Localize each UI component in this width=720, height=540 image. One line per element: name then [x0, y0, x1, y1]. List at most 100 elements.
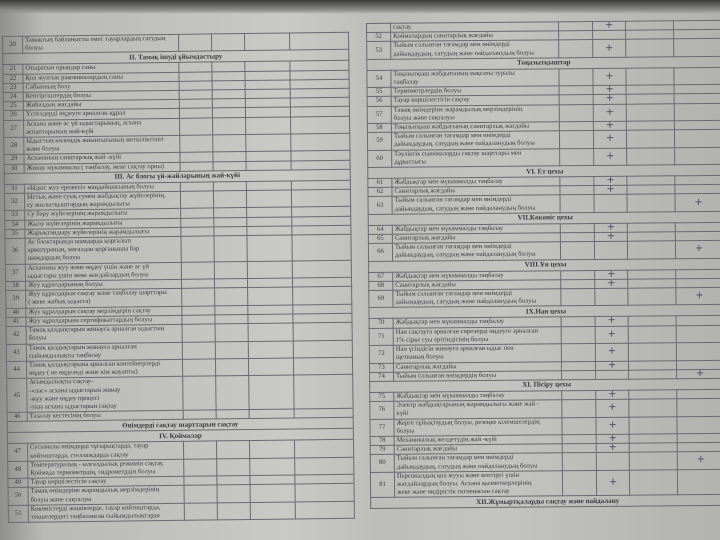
empty-cell [180, 217, 214, 228]
item-number: 79 [370, 445, 395, 455]
item-number: 28 [3, 137, 24, 155]
item-number [366, 23, 391, 33]
empty-cell [629, 442, 678, 453]
empty-cell [215, 323, 249, 342]
item-number: 50 [8, 487, 29, 506]
item-text: Тамақ қалдықтарын жинауға арналған ыдыст… [26, 324, 183, 344]
empty-cell [559, 148, 594, 166]
empty-cell [211, 71, 246, 81]
empty-cell [183, 476, 218, 486]
plus-mark-icon: + [675, 193, 720, 212]
item-text: Нан үгіндісін жинауға арналған ыдыс пен … [393, 343, 562, 363]
empty-cell [212, 134, 246, 153]
item-number: 35 [4, 229, 25, 239]
empty-cell [182, 341, 216, 360]
plus-mark-icon: + [595, 416, 630, 435]
item-number: 70 [369, 318, 394, 329]
empty-cell [249, 457, 295, 476]
empty-cell [560, 194, 595, 213]
empty-cell [628, 316, 677, 326]
empty-cell [216, 440, 250, 459]
plus-mark-icon: + [593, 121, 627, 131]
plus-mark-icon: + [592, 68, 627, 86]
item-number: 27 [3, 119, 24, 138]
item-number: 24 [3, 92, 24, 102]
empty-cell [627, 241, 676, 259]
empty-cell [216, 458, 250, 477]
plus-mark-icon: + [596, 434, 630, 444]
empty-cell [626, 185, 676, 195]
empty-cell [626, 85, 675, 95]
empty-cell [180, 161, 214, 172]
empty-cell [179, 99, 213, 109]
item-number: 31 [4, 184, 25, 194]
empty-cell [214, 261, 248, 280]
empty-cell [182, 324, 216, 342]
empty-cell [674, 120, 720, 131]
empty-cell [247, 260, 293, 279]
empty-cell [629, 452, 678, 470]
item-text: Тыйым салынған тағамдар мен өнімдерді да… [392, 242, 561, 261]
empty-cell [627, 278, 676, 289]
empty-cell [248, 323, 294, 342]
photo-top-shadow [0, 0, 720, 14]
item-number: 52 [366, 32, 391, 42]
empty-cell [294, 439, 354, 458]
empty-cell [628, 360, 677, 370]
empty-cell [627, 287, 676, 306]
empty-cell [558, 21, 593, 32]
empty-cell [673, 67, 720, 86]
item-text: Тыйым салынған тағамдар мен өнімдерді да… [392, 195, 561, 215]
plus-mark-icon: + [595, 343, 629, 362]
item-number: 21 [2, 64, 23, 75]
empty-cell [212, 107, 246, 118]
empty-cell [184, 485, 218, 504]
empty-cell [592, 30, 626, 40]
item-number: 29 [3, 154, 25, 165]
empty-cell [180, 208, 214, 218]
item-number: 25 [3, 101, 24, 111]
empty-cell [293, 357, 353, 376]
empty-cell [628, 342, 677, 361]
item-number: 22 [2, 73, 24, 84]
empty-cell [625, 30, 674, 40]
empty-cell [179, 108, 213, 118]
plus-mark-icon: + [595, 390, 629, 400]
item-text: Тамақтың байланысты емес тауарлардың сат… [22, 34, 179, 54]
empty-cell [676, 415, 720, 434]
plus-mark-icon: + [594, 279, 628, 289]
empty-cell [629, 469, 678, 496]
left-page: 20 Тамақтың байланысты емес тауарлардың с… [2, 32, 355, 523]
empty-cell [212, 89, 246, 100]
empty-cell [212, 151, 247, 162]
plus-mark-icon: + [594, 232, 628, 242]
empty-cell [180, 226, 214, 237]
empty-cell [625, 20, 674, 31]
plus-mark-icon: + [593, 185, 628, 195]
item-number: 45 [6, 378, 28, 413]
item-number: 33 [4, 210, 25, 221]
empty-cell [626, 147, 675, 166]
empty-cell [292, 259, 352, 279]
empty-cell [673, 20, 720, 31]
empty-cell [211, 33, 245, 52]
empty-cell [212, 80, 246, 90]
empty-cell [217, 502, 251, 521]
plus-mark-icon: + [675, 287, 720, 306]
plus-mark-icon: + [676, 369, 720, 379]
empty-cell [558, 68, 594, 87]
empty-cell [179, 134, 213, 153]
item-text: Тыйым салынған тағамдар мен өнімдерді да… [391, 131, 560, 150]
empty-cell [627, 231, 676, 242]
empty-cell [560, 232, 595, 243]
empty-cell [674, 129, 720, 148]
item-number: 59 [367, 132, 392, 151]
plus-mark-icon: + [593, 176, 627, 186]
empty-cell [675, 269, 720, 279]
empty-cell [674, 184, 720, 195]
empty-cell [180, 190, 214, 209]
checklist-table-left: 20 Тамақтың байланысты емес тауарлардың с… [2, 32, 355, 523]
empty-cell [213, 235, 248, 262]
empty-cell [674, 175, 720, 186]
item-text: Жерге тұйықтаудың болуы, резеңке кілемше… [393, 417, 563, 437]
